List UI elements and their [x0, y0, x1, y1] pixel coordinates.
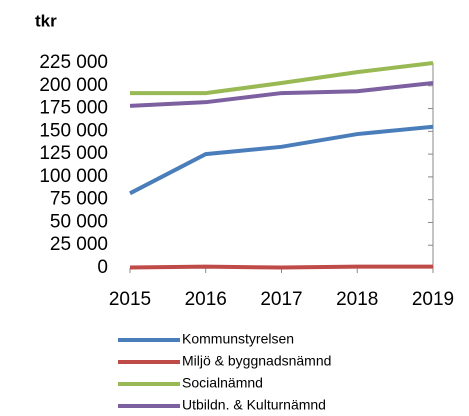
- y-tick-label: 100 000: [39, 166, 108, 187]
- x-tick-label: 2015: [109, 289, 151, 310]
- y-tick-label: 25 000: [50, 234, 108, 255]
- series-line: [129, 124, 434, 196]
- y-tick-label: 175 000: [39, 98, 108, 119]
- x-tick-label: 2016: [185, 289, 227, 310]
- y-tick-label: 200 000: [39, 75, 108, 96]
- legend-label: Utbildn. & Kulturnämnd: [182, 397, 326, 413]
- y-tick-label: 225 000: [39, 52, 108, 73]
- y-tick-label: 50 000: [50, 211, 108, 232]
- chart-title: tkr: [35, 11, 57, 30]
- legend-label: Kommunstyrelsen: [182, 331, 294, 347]
- y-tick-label: 125 000: [39, 143, 108, 164]
- y-tick-label: 0: [97, 257, 108, 278]
- series-line: [129, 81, 434, 108]
- series-line: [129, 264, 433, 270]
- legend-label: Socialnämnd: [182, 375, 263, 391]
- y-tick-label: 75 000: [50, 189, 108, 210]
- x-tick-label: 2019: [412, 289, 454, 310]
- legend-label: Miljö & byggnadsnämnd: [182, 353, 331, 369]
- x-tick-label: 2018: [336, 289, 378, 310]
- y-tick-label: 150 000: [39, 120, 108, 141]
- series-line: [130, 61, 434, 96]
- x-tick-label: 2017: [260, 289, 302, 310]
